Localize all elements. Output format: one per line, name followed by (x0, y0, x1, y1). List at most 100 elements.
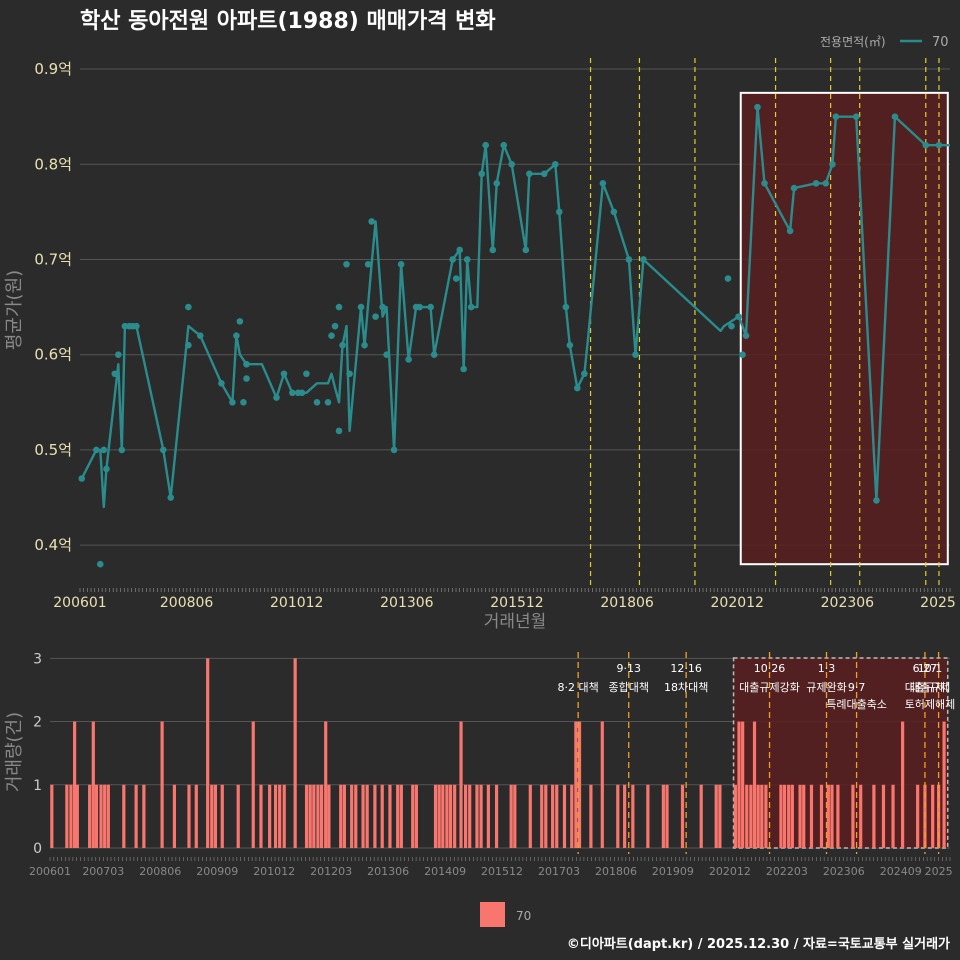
volume-bar (142, 784, 146, 848)
volume-bar (931, 784, 935, 848)
price-point (640, 256, 647, 263)
volume-bar (448, 784, 453, 848)
price-point (552, 160, 559, 168)
volume-bar (787, 784, 791, 848)
policy-annotation: 토허제해제 (905, 697, 956, 711)
volume-bar (319, 784, 324, 848)
volume-bar (106, 784, 110, 848)
price-point (343, 260, 350, 268)
policy-annotation: 특례대출축소 (826, 698, 887, 711)
price-point (935, 141, 943, 149)
volume-bar (327, 784, 331, 848)
bottom-panel-axes: 0 1 2 3 200601 200703 200806 200909 201012 201203… (29, 651, 953, 878)
top-y-tick-label: 0.5억 (34, 441, 72, 459)
price-point (383, 351, 390, 359)
volume-bar (802, 784, 806, 848)
price-point (303, 370, 310, 378)
price-point (555, 208, 563, 216)
price-point (111, 370, 119, 378)
price-point (482, 141, 490, 149)
volume-bar (528, 784, 532, 848)
volume-bar (540, 784, 544, 848)
volume-bar (282, 784, 286, 848)
bottom-x-tick-label: 2025 (925, 865, 953, 878)
policy-annotation: 대출규제 (905, 681, 945, 694)
top-y-axis-label: 평균가(원) (4, 270, 25, 350)
volume-bar (486, 784, 490, 848)
volume-bar (901, 721, 905, 848)
volume-bar (361, 784, 365, 848)
bottom-panel-volume-bars (50, 658, 946, 848)
price-point (335, 427, 343, 435)
volume-bar (441, 784, 445, 848)
price-point (754, 103, 761, 111)
volume-bar (756, 784, 760, 848)
price-point (289, 389, 296, 397)
bottom-x-tick-label: 201203 (310, 865, 352, 878)
price-point (159, 446, 167, 454)
volume-bar (764, 784, 768, 848)
price-point (566, 341, 574, 349)
price-point (240, 399, 247, 406)
volume-bar (916, 784, 920, 848)
price-point (339, 341, 346, 349)
volume-bar (859, 784, 863, 848)
top-x-axis-label: 거래년월 (484, 612, 547, 632)
volume-bar (714, 784, 718, 848)
price-point (728, 322, 735, 330)
volume-bar (206, 658, 210, 848)
volume-bar (646, 784, 650, 848)
price-point (368, 218, 375, 225)
volume-bar (122, 784, 126, 848)
price-point (243, 360, 250, 368)
volume-bar (103, 784, 107, 848)
volume-bar (220, 784, 224, 848)
volume-bar (737, 721, 741, 848)
price-point (786, 227, 794, 235)
bottom-x-tick-label: 201012 (253, 865, 295, 878)
price-point (115, 351, 122, 359)
bottom-y-tick-label: 2 (33, 715, 42, 731)
price-point (185, 303, 192, 311)
volume-bar (50, 784, 54, 848)
price-point (196, 332, 204, 339)
top-y-tick-label: 0.8억 (34, 155, 72, 173)
volume-bar (380, 784, 384, 848)
price-point (540, 170, 548, 178)
bottom-panel-policy-lines (577, 652, 940, 854)
price-point (416, 303, 423, 311)
policy-annotation: 18차대책 (664, 681, 708, 694)
volume-bar (741, 721, 745, 848)
price-point (478, 170, 486, 178)
price-point (346, 370, 353, 378)
volume-bar (819, 784, 824, 848)
volume-bar (69, 784, 73, 848)
volume-bar (623, 784, 627, 848)
price-point (508, 160, 515, 168)
top-x-tick-label: 201512 (490, 595, 543, 611)
price-point (632, 351, 639, 359)
top-legend-title: 전용면적(㎡) (820, 35, 886, 49)
volume-bar (91, 721, 95, 848)
bottom-x-tick-label: 202012 (709, 865, 751, 878)
volume-bar (616, 784, 620, 848)
volume-bar (350, 784, 354, 848)
bottom-legend-swatch (480, 902, 505, 927)
volume-bar (236, 784, 240, 848)
bottom-x-tick-label: 200601 (29, 865, 71, 878)
bottom-x-tick-label: 201703 (538, 865, 580, 878)
price-point (324, 399, 332, 406)
bottom-y-tick-label: 0 (33, 841, 42, 857)
price-point (430, 351, 438, 359)
top-y-tick-label: 0.6억 (34, 346, 72, 364)
volume-bar (600, 721, 604, 848)
volume-bar (463, 784, 468, 848)
bottom-x-tick-label: 200806 (139, 865, 181, 878)
volume-bar (809, 784, 814, 848)
top-legend-label: 70 (932, 35, 949, 50)
top-x-tick-label: 200601 (53, 595, 106, 611)
volume-bar (293, 658, 297, 848)
volume-bar (589, 784, 593, 848)
price-point (118, 446, 126, 454)
price-point (581, 370, 588, 378)
